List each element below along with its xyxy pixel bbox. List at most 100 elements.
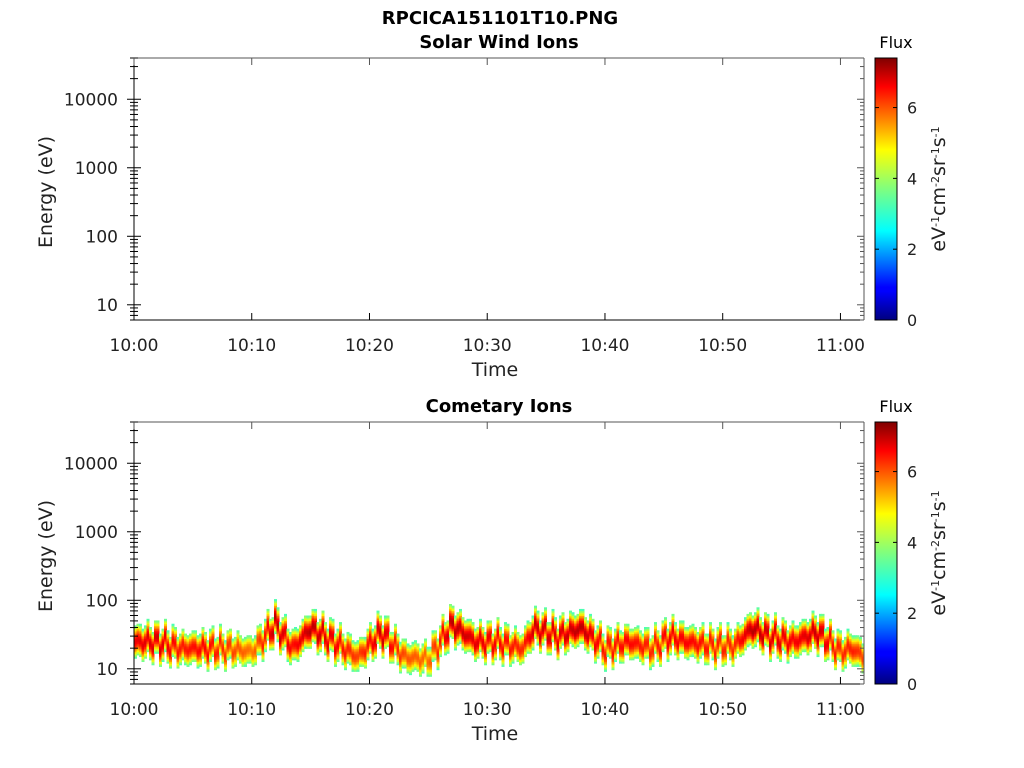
heatmap-cell (329, 617, 332, 620)
heatmap-cell (319, 645, 322, 648)
heatmap-cell (244, 636, 247, 640)
heatmap-cell (524, 640, 527, 643)
heatmap-cell (234, 643, 237, 646)
heatmap-cell (531, 645, 535, 648)
heatmap-cell (211, 636, 215, 640)
heatmap-cell (559, 646, 562, 649)
heatmap-cell (306, 638, 310, 641)
heatmap-cell (234, 650, 237, 653)
heatmap-cell (579, 613, 582, 617)
heatmap-cell (134, 638, 137, 641)
heatmap-cell (259, 633, 262, 636)
heatmap-cell (709, 651, 712, 654)
heatmap-cell (624, 648, 627, 651)
heatmap-cell (234, 658, 237, 661)
heatmap-cell (656, 645, 660, 648)
heatmap-cell (199, 664, 202, 667)
heatmap-cell (561, 627, 565, 630)
heatmap-cell (149, 645, 152, 648)
heatmap-cell (251, 640, 255, 643)
heatmap-cell (134, 654, 137, 658)
heatmap-cell (516, 648, 520, 651)
heatmap-cell (744, 628, 747, 631)
heatmap-cell (149, 654, 152, 658)
heatmap-cell (134, 645, 137, 648)
heatmap-cell (364, 663, 367, 666)
heatmap-cell (331, 640, 335, 643)
heatmap-cell (551, 635, 555, 638)
heatmap-cell (271, 630, 275, 633)
heatmap-cell (686, 640, 690, 643)
heatmap-cell (709, 622, 712, 625)
heatmap-cell (461, 633, 465, 636)
heatmap-cell (161, 659, 165, 662)
heatmap-cell (754, 638, 757, 641)
heatmap-cell (234, 636, 237, 640)
heatmap-cell (741, 635, 745, 638)
heatmap-cell (749, 612, 752, 615)
heatmap-cell (431, 653, 435, 656)
heatmap-cell (369, 628, 372, 631)
heatmap-cell (199, 645, 202, 648)
heatmap-cell (714, 650, 717, 653)
heatmap-cell (724, 643, 727, 646)
heatmap-cell (626, 645, 630, 648)
heatmap-cell (449, 612, 452, 615)
heatmap-cell (506, 641, 510, 644)
heatmap-cell (299, 638, 302, 641)
heatmap-cell (479, 648, 482, 651)
heatmap-cell (589, 643, 592, 646)
heatmap-cell (281, 638, 285, 641)
heatmap-cell (489, 643, 492, 646)
heatmap-cell (324, 646, 327, 649)
heatmap-cell (231, 664, 235, 667)
heatmap-cell (576, 617, 580, 620)
heatmap-cell (639, 640, 642, 643)
heatmap-cell (321, 618, 325, 621)
heatmap-cell (221, 661, 225, 664)
heatmap-cell (371, 646, 375, 649)
heatmap-cell (379, 617, 382, 620)
heatmap-cell (594, 653, 597, 656)
heatmap-cell (334, 656, 337, 659)
heatmap-cell (541, 618, 545, 621)
heatmap-cell (591, 646, 595, 649)
heatmap-cell (261, 638, 265, 641)
heatmap-cell (301, 646, 305, 649)
heatmap-cell (176, 659, 180, 662)
heatmap-cell (696, 635, 700, 638)
heatmap-cell (324, 643, 327, 646)
heatmap-cell (341, 633, 345, 636)
heatmap-cell (581, 635, 585, 638)
heatmap-cell (314, 641, 317, 644)
heatmap-cell (324, 650, 327, 653)
heatmap-cell (164, 641, 167, 644)
heatmap-cell (556, 648, 560, 651)
heatmap-cell (154, 638, 157, 641)
heatmap-cell (586, 631, 590, 635)
heatmap-cell (629, 640, 632, 643)
heatmap-cell (184, 633, 187, 636)
heatmap-cell (624, 651, 627, 654)
heatmap-cell (574, 627, 577, 630)
heatmap-cell (529, 631, 532, 635)
heatmap-cell (396, 636, 400, 640)
heatmap-cell (381, 654, 385, 658)
heatmap-cell (689, 631, 692, 635)
heatmap-cell (479, 641, 482, 644)
heatmap-cell (499, 656, 502, 659)
heatmap-cell (206, 668, 210, 671)
heatmap-cell (306, 630, 310, 633)
heatmap-cell (246, 641, 250, 644)
heatmap-cell (546, 640, 550, 643)
heatmap-cell (234, 654, 237, 658)
heatmap-cell (714, 654, 717, 658)
heatmap-cell (266, 638, 270, 641)
heatmap-cell (201, 646, 205, 649)
heatmap-cell (419, 671, 422, 674)
heatmap-cell (456, 635, 460, 638)
heatmap-cell (569, 623, 572, 626)
heatmap-cell (304, 630, 307, 633)
heatmap-cell (759, 646, 762, 649)
heatmap-cell (459, 622, 462, 625)
